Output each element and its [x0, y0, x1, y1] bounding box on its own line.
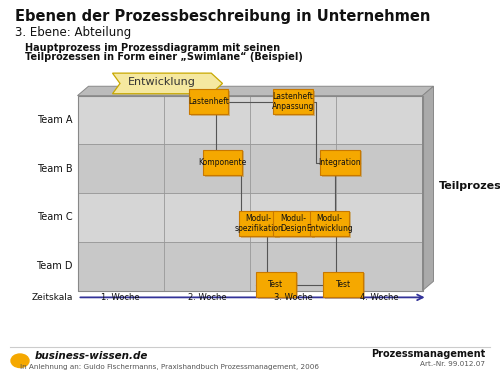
Bar	[310, 211, 349, 236]
Text: Lastenheft: Lastenheft	[188, 97, 229, 106]
Bar	[78, 96, 422, 291]
Text: Integration: Integration	[318, 158, 361, 167]
Text: 3. Ebene: Abteilung: 3. Ebene: Abteilung	[15, 26, 131, 39]
Bar	[256, 272, 296, 297]
Text: Modul-
Design: Modul- Design	[280, 214, 306, 233]
Bar	[320, 150, 360, 176]
Bar	[276, 212, 315, 238]
Text: Teilprozessen in Form einer „Swimlane“ (Beispiel): Teilprozessen in Form einer „Swimlane“ (…	[25, 52, 303, 62]
Bar	[312, 212, 351, 238]
Text: Team B: Team B	[37, 164, 72, 174]
Polygon shape	[422, 86, 434, 291]
Bar	[276, 90, 315, 116]
Polygon shape	[112, 73, 222, 94]
Bar	[274, 211, 313, 236]
Bar	[322, 152, 362, 177]
Bar	[78, 242, 422, 291]
Text: Team C: Team C	[37, 213, 72, 222]
Bar	[78, 193, 422, 242]
Text: Team D: Team D	[36, 261, 72, 271]
Bar	[189, 89, 228, 114]
Text: Komponente: Komponente	[198, 158, 246, 167]
Bar	[204, 152, 244, 177]
Text: Modul-
spezifikation: Modul- spezifikation	[234, 214, 283, 233]
Text: business-wissen.de: business-wissen.de	[35, 351, 148, 361]
Bar	[191, 90, 230, 116]
Text: Teilprozesse: Teilprozesse	[438, 181, 500, 190]
Text: 2. Woche: 2. Woche	[188, 293, 226, 302]
Bar	[274, 89, 313, 114]
Bar	[78, 144, 422, 193]
Bar	[78, 96, 422, 144]
Text: Art.-Nr. 99.012.07: Art.-Nr. 99.012.07	[420, 361, 485, 367]
Text: Lastenheft
Anpassung: Lastenheft Anpassung	[272, 92, 314, 111]
Text: 3. Woche: 3. Woche	[274, 293, 312, 302]
Text: Prozessmanagement: Prozessmanagement	[371, 350, 485, 359]
Bar	[239, 211, 279, 236]
Bar	[326, 273, 365, 299]
Bar	[258, 273, 298, 299]
Text: Entwicklung: Entwicklung	[128, 77, 196, 87]
Text: Ebenen der Prozessbeschreibung in Unternehmen: Ebenen der Prozessbeschreibung in Untern…	[15, 9, 430, 24]
Bar	[202, 150, 242, 176]
Text: Modul-
Entwicklung: Modul- Entwicklung	[306, 214, 352, 233]
Text: 4. Woche: 4. Woche	[360, 293, 399, 302]
Text: Team A: Team A	[37, 115, 72, 125]
Circle shape	[11, 354, 29, 368]
Text: Zeitskala: Zeitskala	[31, 293, 72, 302]
Text: Test: Test	[336, 280, 350, 289]
Text: Test: Test	[268, 280, 283, 289]
Text: Hauptprozess im Prozessdiagramm mit seinen: Hauptprozess im Prozessdiagramm mit sein…	[25, 43, 280, 53]
Text: In Anlehnung an: Guido Fischermanns, Praxishandbuch Prozessmanagement, 2006: In Anlehnung an: Guido Fischermanns, Pra…	[20, 364, 319, 370]
Bar	[241, 212, 281, 238]
Text: 1. Woche: 1. Woche	[102, 293, 140, 302]
Polygon shape	[78, 86, 434, 96]
Bar	[324, 272, 363, 297]
